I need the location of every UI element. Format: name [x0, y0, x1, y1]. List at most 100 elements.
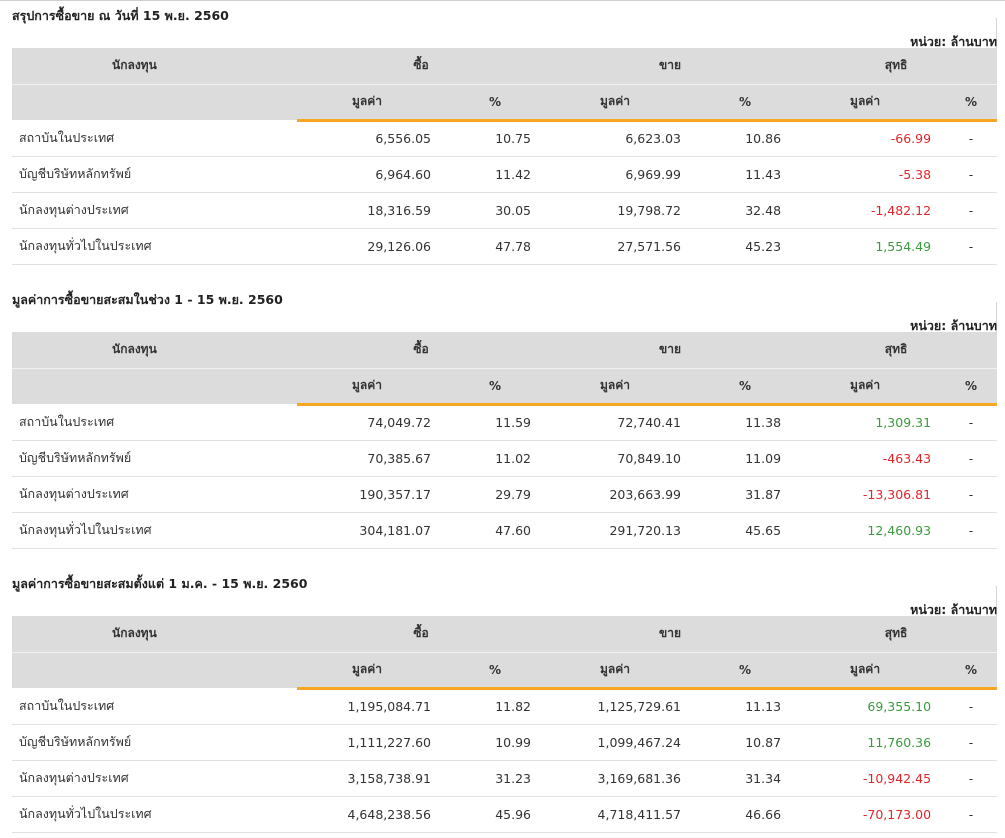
trading-section: มูลค่าการซื้อขายสะสมตั้งแต่ 1 ม.ค. - 15 …	[12, 574, 998, 836]
buy-value: 1,111,227.60	[297, 724, 445, 761]
net-percent: -	[945, 760, 998, 797]
net-value: -10,942.45	[795, 760, 946, 797]
investor-name: นักลงทุนทั่วไปในประเทศ	[12, 228, 297, 265]
header-net-value: มูลค่า	[795, 367, 946, 406]
header-net-percent: %	[945, 651, 998, 690]
sell-value: 4,718,411.57	[545, 796, 696, 833]
net-percent: -	[945, 724, 998, 761]
buy-value: 74,049.72	[297, 404, 445, 441]
header-net: สุทธิ	[795, 48, 998, 84]
net-value: -1,482.12	[795, 192, 946, 229]
table-row: นักลงทุนต่างประเทศ 190,357.17 29.79 203,663…	[12, 476, 998, 513]
table-row: สถาบันในประเทศ 1,195,084.71 11.82 1,125,729…	[12, 688, 998, 725]
header-blank	[12, 651, 297, 688]
unit-label: หน่วย: ล้านบาท	[910, 602, 997, 617]
header-investor: นักลงทุน	[12, 48, 297, 84]
table-row: สถาบันในประเทศ 6,556.05 10.75 6,623.03 10.86…	[12, 120, 998, 157]
buy-percent: 10.75	[445, 120, 546, 157]
net-value: -463.43	[795, 440, 946, 477]
section-title: สรุปการซื้อขาย ณ วันที่ 15 พ.ย. 2560	[12, 8, 229, 23]
header-sell-percent: %	[695, 83, 796, 122]
buy-percent: 47.78	[445, 228, 546, 265]
sell-percent: 31.34	[695, 760, 796, 797]
header-sell-percent: %	[695, 367, 796, 406]
investor-name: นักลงทุนต่างประเทศ	[12, 476, 297, 513]
net-percent: -	[945, 796, 998, 833]
header-net-value: มูลค่า	[795, 651, 946, 690]
header-buy-percent: %	[445, 651, 546, 690]
header-buy: ซื้อ	[297, 48, 546, 84]
net-percent: -	[945, 476, 998, 513]
header-buy: ซื้อ	[297, 616, 546, 652]
trading-section: สรุปการซื้อขาย ณ วันที่ 15 พ.ย. 2560 หน่ว…	[12, 6, 998, 268]
net-value: 1,554.49	[795, 228, 946, 265]
net-value: -70,173.00	[795, 796, 946, 833]
top-border	[0, 0, 1005, 1]
sell-percent: 11.38	[695, 404, 796, 441]
header-net-value: มูลค่า	[795, 83, 946, 122]
table-row: นักลงทุนต่างประเทศ 3,158,738.91 31.23 3,169…	[12, 760, 998, 797]
sell-value: 6,969.99	[545, 156, 696, 193]
buy-value: 70,385.67	[297, 440, 445, 477]
section-title: มูลค่าการซื้อขายสะสมตั้งแต่ 1 ม.ค. - 15 …	[12, 576, 308, 591]
buy-value: 29,126.06	[297, 228, 445, 265]
header-sell: ขาย	[545, 332, 796, 368]
net-value: -13,306.81	[795, 476, 946, 513]
net-value: 69,355.10	[795, 688, 946, 725]
header-sell-value: มูลค่า	[545, 367, 696, 406]
net-percent: -	[945, 512, 998, 549]
net-value: 12,460.93	[795, 512, 946, 549]
section-title: มูลค่าการซื้อขายสะสมในช่วง 1 - 15 พ.ย. 2…	[12, 292, 283, 307]
header-net-percent: %	[945, 83, 998, 122]
investor-name: บัญชีบริษัทหลักทรัพย์	[12, 440, 297, 477]
net-percent: -	[945, 688, 998, 725]
sell-value: 1,099,467.24	[545, 724, 696, 761]
investor-name: นักลงทุนต่างประเทศ	[12, 192, 297, 229]
sell-value: 19,798.72	[545, 192, 696, 229]
header-blank	[12, 83, 297, 120]
sell-value: 27,571.56	[545, 228, 696, 265]
sell-percent: 11.09	[695, 440, 796, 477]
sell-percent: 45.65	[695, 512, 796, 549]
net-percent: -	[945, 120, 998, 157]
buy-value: 6,964.60	[297, 156, 445, 193]
header-buy-percent: %	[445, 83, 546, 122]
header-net: สุทธิ	[795, 616, 998, 652]
header-buy-value: มูลค่า	[297, 651, 445, 690]
trading-table: นักลงทุน ซื้อ ขาย สุทธิ มูลค่า% มูลค่า% มูลค่า…	[12, 616, 998, 833]
table-row: นักลงทุนทั่วไปในประเทศ 4,648,238.56 45.96 4…	[12, 796, 998, 833]
table-row: บัญชีบริษัทหลักทรัพย์ 6,964.60 11.42 6,969.…	[12, 156, 998, 193]
investor-name: สถาบันในประเทศ	[12, 120, 297, 157]
sell-value: 1,125,729.61	[545, 688, 696, 725]
right-border	[996, 302, 997, 346]
buy-percent: 11.42	[445, 156, 546, 193]
table-row: นักลงทุนต่างประเทศ 18,316.59 30.05 19,798.7…	[12, 192, 998, 229]
sell-value: 3,169,681.36	[545, 760, 696, 797]
header-net: สุทธิ	[795, 332, 998, 368]
sell-value: 6,623.03	[545, 120, 696, 157]
sell-percent: 11.43	[695, 156, 796, 193]
investor-name: สถาบันในประเทศ	[12, 404, 297, 441]
sell-percent: 31.87	[695, 476, 796, 513]
sell-value: 291,720.13	[545, 512, 696, 549]
header-investor: นักลงทุน	[12, 616, 297, 652]
net-value: 11,760.36	[795, 724, 946, 761]
header-sell-percent: %	[695, 651, 796, 690]
investor-name: นักลงทุนทั่วไปในประเทศ	[12, 512, 297, 549]
header-sell: ขาย	[545, 48, 796, 84]
investor-name: นักลงทุนทั่วไปในประเทศ	[12, 796, 297, 833]
investor-name: บัญชีบริษัทหลักทรัพย์	[12, 724, 297, 761]
sell-value: 70,849.10	[545, 440, 696, 477]
buy-percent: 10.99	[445, 724, 546, 761]
table-row: นักลงทุนทั่วไปในประเทศ 304,181.07 47.60 291…	[12, 512, 998, 549]
buy-value: 6,556.05	[297, 120, 445, 157]
trading-table: นักลงทุน ซื้อ ขาย สุทธิ มูลค่า% มูลค่า% มูลค่า…	[12, 332, 998, 549]
buy-percent: 11.59	[445, 404, 546, 441]
header-buy-value: มูลค่า	[297, 367, 445, 406]
header-net-percent: %	[945, 367, 998, 406]
buy-percent: 45.96	[445, 796, 546, 833]
header-investor: นักลงทุน	[12, 332, 297, 368]
table-row: นักลงทุนทั่วไปในประเทศ 29,126.06 47.78 27,5…	[12, 228, 998, 265]
header-blank	[12, 367, 297, 404]
buy-percent: 29.79	[445, 476, 546, 513]
